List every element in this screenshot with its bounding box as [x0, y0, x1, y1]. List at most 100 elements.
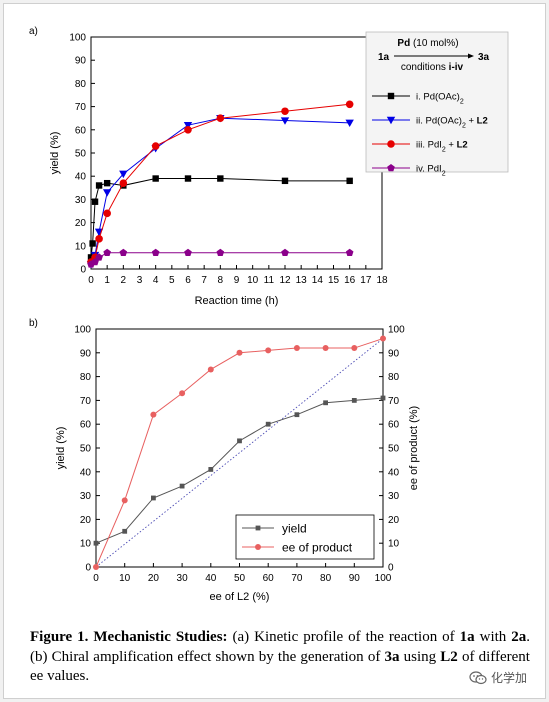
data-point — [281, 248, 289, 256]
y2-tick-label: 70 — [388, 396, 400, 407]
data-point — [119, 170, 128, 179]
x-axis-label: ee of L2 (%) — [210, 591, 270, 603]
y-tick-label: 90 — [75, 56, 87, 67]
y-tick-label: 30 — [80, 491, 92, 502]
y-tick-label: 40 — [75, 172, 87, 183]
figure-page: a) 0 1 2 3 4 5 6 7 8 9 10 11 12 13 14 15 16 17 18 0 10 20 30 40 5… — [3, 3, 546, 699]
x-tick-label: 70 — [291, 573, 303, 584]
series-1 — [87, 175, 353, 261]
watermark-text: 化学加 — [490, 671, 527, 685]
legend-label: i. Pd(OAc)2 — [416, 92, 464, 106]
series-3 — [87, 100, 354, 266]
x-tick-label: 11 — [264, 275, 275, 286]
plot-frame-a — [90, 36, 383, 270]
data-point — [122, 528, 128, 534]
legend-entry-2: ii. Pd(OAc)2 + L2 — [372, 116, 488, 130]
data-point — [323, 400, 328, 406]
legend-label: ii. Pd(OAc)2 + L2 — [416, 116, 488, 130]
scheme-conditions: conditions i-iv — [401, 62, 464, 73]
x-tick-label: 3 — [137, 275, 143, 286]
data-point — [294, 412, 300, 418]
y2-tick-label: 100 — [388, 325, 405, 336]
data-point — [207, 366, 214, 373]
y-tick-label: 10 — [75, 241, 87, 252]
scheme-catalyst: Pd (10 mol%) — [397, 38, 458, 49]
legend-marker — [255, 544, 261, 550]
data-point — [236, 349, 243, 356]
legend-entry-4: iv. PdI2 — [372, 164, 446, 178]
x-tick-label: 13 — [296, 275, 308, 286]
caption-compound: L2 — [440, 648, 458, 665]
y-axis-label: yield (%) — [49, 132, 61, 175]
legend-box-b — [235, 514, 375, 560]
legend-label: ee of product — [282, 541, 353, 555]
data-point — [103, 248, 111, 256]
x-tick-label: 10 — [247, 275, 259, 286]
data-point — [179, 483, 185, 489]
legend-label: iii. PdI2 + L2 — [416, 140, 468, 154]
legend-entry-3: iii. PdI2 + L2 — [372, 140, 468, 154]
data-point — [322, 345, 329, 352]
x-tick-label: 20 — [148, 573, 160, 584]
y2-tick-label: 10 — [388, 539, 400, 550]
data-point — [152, 175, 159, 182]
data-point — [184, 126, 192, 134]
y-tick-label: 30 — [75, 195, 87, 206]
x-tick-label: 5 — [169, 275, 175, 286]
series-4 — [87, 248, 354, 268]
x-tick-label: 0 — [88, 275, 94, 286]
data-point — [281, 107, 289, 116]
y-tick-label: 20 — [80, 515, 92, 526]
scheme-reactant: 1a — [378, 52, 390, 63]
x-tick-label: 8 — [218, 275, 224, 286]
wechat-icon — [469, 670, 487, 684]
y2-tick-label: 90 — [388, 348, 400, 359]
x-tick-label: 50 — [234, 573, 246, 584]
x-tick-label: 7 — [201, 275, 207, 286]
data-point — [94, 228, 104, 237]
y-tick-label: 40 — [80, 467, 92, 478]
data-point — [95, 253, 103, 261]
y2-tick-label: 80 — [388, 372, 400, 383]
data-point — [346, 177, 353, 185]
series-line — [90, 117, 350, 265]
data-point — [265, 421, 271, 427]
y-tick-label: 70 — [80, 396, 92, 407]
y-tick-label: 90 — [80, 348, 92, 359]
x-tick-label: 1 — [104, 275, 110, 286]
caption-compound: 3a — [384, 648, 400, 665]
scheme-product: 3a — [478, 52, 490, 63]
y2-tick-label: 40 — [388, 467, 400, 478]
data-point — [237, 438, 242, 444]
legend-label: iv. PdI2 — [416, 164, 446, 178]
data-point — [380, 335, 386, 342]
data-point — [293, 345, 300, 352]
data-point — [150, 411, 157, 418]
series-2 — [86, 115, 354, 269]
data-point — [380, 395, 386, 401]
panel-label-a: a) — [29, 26, 38, 37]
data-point — [345, 100, 354, 109]
x-tick-label: 100 — [375, 573, 392, 584]
data-point — [103, 209, 111, 218]
y-tick-label: 80 — [80, 372, 92, 383]
data-point — [345, 119, 354, 128]
data-point — [281, 177, 289, 185]
data-point — [351, 398, 357, 403]
x-tick-label: 16 — [344, 275, 356, 286]
reference-line — [95, 338, 384, 568]
legend-entry-2: ee of product — [242, 541, 353, 555]
series-yield — [93, 395, 386, 546]
legend-entry-1: i. Pd(OAc)2 — [372, 92, 464, 106]
x-tick-label: 60 — [263, 573, 275, 584]
data-point — [208, 467, 214, 472]
legend-marker — [387, 164, 395, 172]
y-tick-label: 10 — [80, 539, 92, 550]
data-point — [89, 240, 96, 247]
chart-a: a)0 1 2 3 4 5 6 7 8 9 10 11 12 13 14 15 16 17 180102030405… — [29, 26, 509, 307]
data-point — [179, 390, 186, 397]
caption-title: Figure 1. Mechanistic Studies: — [30, 629, 228, 645]
x-tick-label: 80 — [320, 573, 332, 584]
legend-marker — [387, 140, 395, 148]
x-tick-label: 17 — [360, 275, 372, 286]
